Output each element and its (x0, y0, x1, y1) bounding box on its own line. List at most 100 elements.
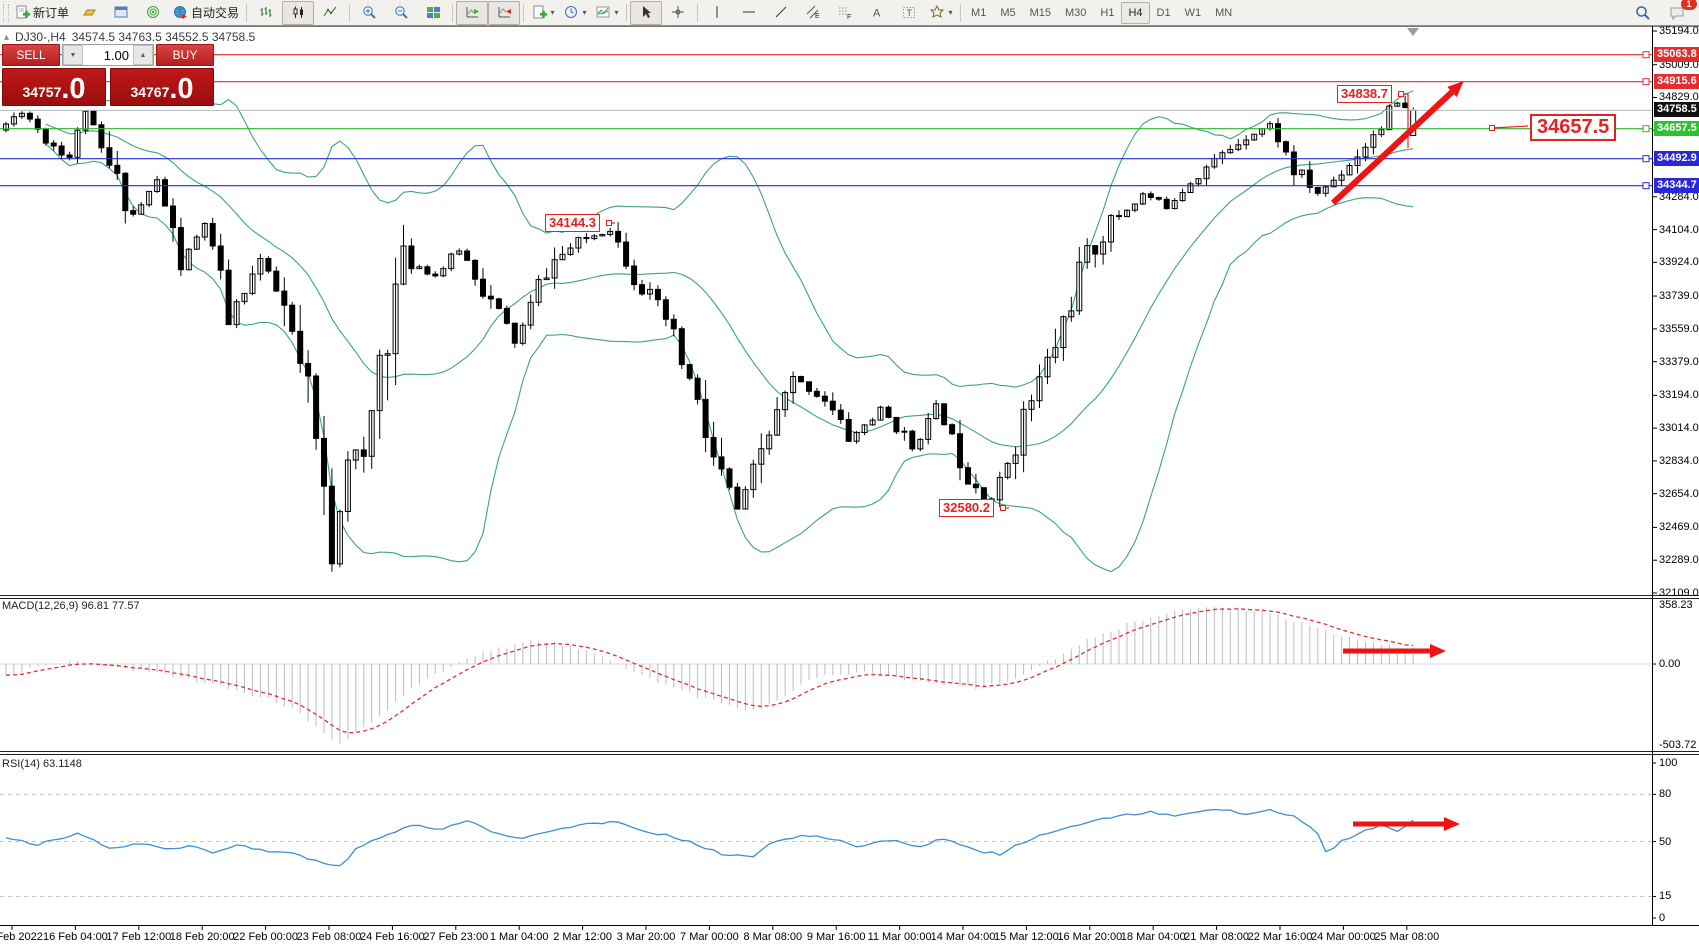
macd-axis-tick: -503.72 (1659, 739, 1697, 751)
candlestick-chart-button[interactable] (282, 0, 315, 25)
price-axis-tick: 33559.0 (1659, 322, 1699, 335)
price-axis-tick: 32834.0 (1659, 454, 1699, 467)
chart-shift-button[interactable] (488, 0, 521, 25)
timeframe-H1[interactable]: H1 (1100, 6, 1115, 19)
new-chart-button[interactable]: ▾ (527, 1, 559, 25)
price-axis-tick: 34104.0 (1659, 223, 1699, 236)
toolbar-separator (523, 3, 525, 22)
timeframe-M5[interactable]: M5 (1000, 6, 1016, 19)
price-annotation-32580.2[interactable]: 32580.2 (939, 499, 994, 517)
timeframe-H4[interactable]: H4 (1121, 1, 1150, 24)
hline-anchor-square (1642, 125, 1650, 133)
candles-layer (3, 95, 1417, 572)
price-annotation-34657.5[interactable]: 34657.5 (1530, 114, 1617, 141)
arrows-objects-button[interactable]: ▾ (925, 1, 957, 25)
date-axis-label: 18 Feb 20:00 (169, 931, 235, 943)
price-axis-tick: 32654.0 (1659, 487, 1699, 500)
search-icon (1636, 5, 1650, 20)
vertical-line-icon (716, 6, 718, 18)
buy-price-pips: .0 (169, 73, 194, 105)
sell-button[interactable]: SELL (2, 44, 60, 66)
chart-shift-icon (498, 7, 511, 18)
indicators-icon (596, 6, 610, 18)
trendline-icon (775, 6, 786, 18)
date-axis-label: 15 Feb 2022 (0, 931, 43, 943)
arrows-objects-icon (929, 5, 944, 18)
trendline-button[interactable] (765, 1, 797, 25)
rsi-indicator-label: RSI(14) 63.1148 (2, 758, 82, 770)
date-axis-label: 24 Feb 16:00 (359, 931, 425, 943)
autotrading-icon (174, 6, 188, 19)
autotrading-button[interactable]: 自动交易 (169, 1, 243, 25)
line-chart-button[interactable] (314, 1, 346, 25)
date-axis-label: 21 Mar 08:00 (1184, 931, 1250, 943)
chevron-down-icon: ▾ (550, 8, 555, 17)
macd-axis-tick: 0.00 (1659, 658, 1681, 671)
toolbar-grip (3, 3, 9, 22)
timeframe-M1[interactable]: M1 (971, 6, 987, 19)
zoom-out-button[interactable] (385, 1, 417, 25)
equidistant-channel-button[interactable]: E (797, 1, 829, 25)
zoom-in-button[interactable] (353, 1, 385, 25)
timeframe-D1[interactable]: D1 (1156, 6, 1171, 19)
chevron-down-icon: ▾ (614, 8, 619, 17)
date-axis-label: 18 Mar 04:00 (1120, 931, 1186, 943)
chevron-down-icon: ▾ (948, 8, 953, 17)
text-button[interactable]: A (861, 1, 893, 25)
volume-stepper: ▼ ▲ (62, 44, 154, 66)
auto-scroll-button[interactable] (456, 0, 489, 25)
chart-shift-marker-icon[interactable] (1407, 28, 1419, 36)
notifications-button[interactable]: 1 (1661, 0, 1697, 25)
vertical-line-button[interactable] (701, 1, 733, 25)
cursor-button[interactable] (630, 0, 663, 25)
collapse-arrow-icon[interactable]: ▴ (4, 31, 10, 43)
macd-indicator-label: MACD(12,26,9) 96.81 77.57 (2, 600, 140, 612)
new-order-button[interactable]: 新订单 (11, 1, 73, 25)
rsi-axis-tick: 80 (1659, 788, 1672, 801)
buy-button[interactable]: BUY (156, 44, 214, 66)
date-axis-label: 27 Feb 23:00 (423, 931, 489, 943)
volume-increase-button[interactable]: ▲ (133, 45, 153, 65)
text-label-button[interactable]: T (893, 1, 925, 25)
sell-price-pips: .0 (61, 73, 86, 105)
date-axis-label: 16 Feb 04:00 (42, 931, 108, 943)
toolbar-separator (349, 3, 351, 22)
gold-button[interactable] (73, 1, 105, 25)
volume-decrease-button[interactable]: ▼ (63, 45, 83, 65)
tile-windows-icon (426, 7, 440, 18)
signals-button[interactable] (137, 1, 169, 25)
gold-icon (82, 9, 96, 16)
price-annotation-34838.7[interactable]: 34838.7 (1337, 85, 1392, 103)
crosshair-button[interactable] (662, 1, 694, 25)
fibonacci-button[interactable]: F (829, 1, 861, 25)
date-axis-label: 7 Mar 00:00 (680, 931, 739, 943)
timeframe-M30[interactable]: M30 (1065, 6, 1087, 19)
horizontal-line-button[interactable] (733, 1, 765, 25)
periods-button[interactable]: ▾ (559, 1, 591, 25)
timeframe-W1[interactable]: W1 (1184, 6, 1202, 19)
indicators-button[interactable]: ▾ (591, 1, 623, 25)
price-axis-tick: 33379.0 (1659, 355, 1699, 368)
annotation-anchor-square (1398, 91, 1404, 97)
timeframe-MN[interactable]: MN (1215, 6, 1233, 19)
price-axis-tick: 34284.0 (1659, 190, 1699, 203)
cursor-icon (642, 6, 651, 18)
timeframe-M15[interactable]: M15 (1029, 6, 1051, 19)
market-watch-button[interactable] (105, 1, 137, 25)
date-axis-label: 11 Mar 00:00 (867, 931, 932, 943)
volume-input[interactable] (83, 45, 133, 65)
price-axis-tick: 32109.0 (1659, 587, 1699, 599)
price-axis-tick: 33924.0 (1659, 256, 1699, 269)
price-axis-tick: 32289.0 (1659, 554, 1699, 567)
date-axis-label: 25 Mar 08:00 (1374, 931, 1440, 943)
bollinger-bands (45, 84, 1414, 573)
date-axis-label: 3 Mar 20:00 (616, 931, 676, 943)
chart-area[interactable]: ▴ DJ30-,H4 34574.5 34763.5 34552.5 34758… (0, 25, 1699, 945)
bar-chart-button[interactable] (250, 1, 282, 25)
bar-chart-icon (260, 7, 272, 17)
sell-price-display[interactable]: 34757.0 (2, 68, 106, 106)
buy-price-display[interactable]: 34767.0 (110, 68, 214, 106)
price-annotation-34144.3[interactable]: 34144.3 (545, 214, 600, 232)
search-button[interactable] (1627, 1, 1659, 25)
tile-windows-button[interactable] (417, 1, 449, 25)
